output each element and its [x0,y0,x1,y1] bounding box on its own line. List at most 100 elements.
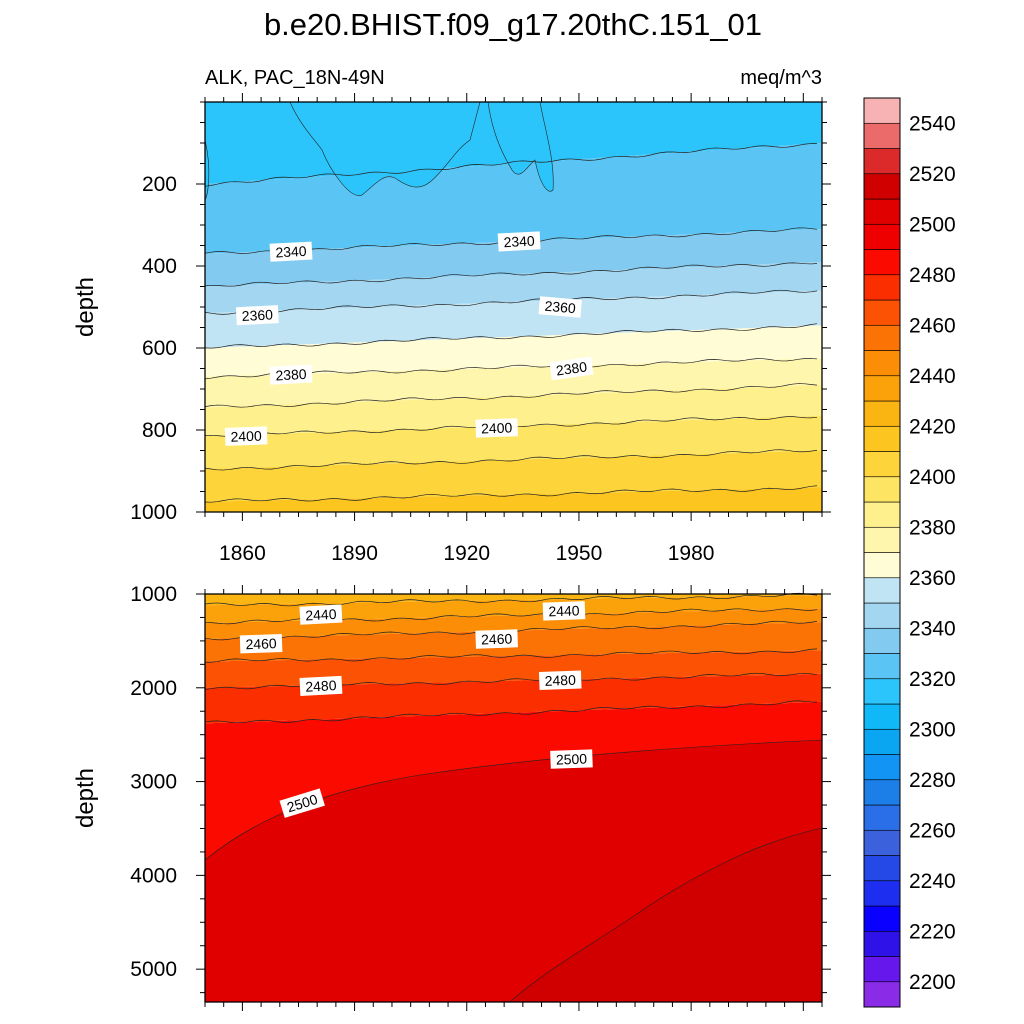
contour-line [204,383,818,408]
contour-line [204,700,818,724]
colorbar-segment [863,602,901,629]
contour-label: 2380 [549,356,594,381]
colorbar-label: 2300 [909,718,956,741]
y-tick-label: 1000 [130,501,177,524]
colorbar-segment [863,653,901,680]
contour-band [205,487,822,512]
contour-label: 2500 [550,749,593,769]
contour-band [205,358,822,408]
x-tick-label: 1890 [331,542,378,565]
contour-label: 2400 [475,418,518,438]
colorbar-segment [863,804,901,831]
contour-label-box [475,418,518,438]
contour-label-text: 2480 [544,672,576,689]
contour-band [205,594,822,606]
colorbar-segment [863,274,901,301]
colorbar-segment [863,350,901,377]
contour-label: 2480 [538,670,582,691]
contour-band [205,608,822,640]
contour-label-box [269,241,313,262]
contour-label-text: 2500 [556,751,588,768]
x-tick-label: 1920 [443,542,490,565]
y-axis-label: depth [72,768,99,828]
colorbar-segment [863,678,901,705]
colorbar-segment [863,577,901,604]
colorbar-segment [863,905,901,932]
contour-band [205,415,822,469]
contour-label-text: 2360 [544,298,577,317]
contour-line [204,648,818,663]
colorbar-segment [863,299,901,326]
colorbar-label: 2200 [909,971,956,994]
x-tick-label: 1860 [219,542,266,565]
colorbar-segment [863,198,901,225]
x-tick-label: 1980 [668,542,715,565]
colorbar-label: 2280 [909,769,956,792]
colorbar-label: 2320 [909,668,956,691]
contour-label: 2380 [269,364,313,385]
contour-band [205,143,822,254]
contour-band [205,650,822,688]
y-tick-label: 200 [142,173,177,196]
colorbar-segment [863,173,901,200]
colorbar-segment [863,425,901,452]
contour-label-box [538,296,582,318]
contour-label-box [538,670,582,691]
contour-label: 2340 [497,231,541,252]
contour-label-box [239,633,283,654]
colorbar-segment [863,324,901,351]
colorbar-segment [863,829,901,856]
y-tick-label: 3000 [130,771,177,794]
contour-line [204,592,818,607]
colorbar-segment [863,501,901,528]
colorbar-segment [863,526,901,553]
x-tick-label: 1950 [556,542,603,565]
colorbar-label: 2440 [909,365,956,388]
colorbar-label: 2380 [909,516,956,539]
plot-frame [204,593,823,1003]
colorbar-segment [863,779,901,806]
y-tick-label: 4000 [130,864,177,887]
colorbar-label: 2400 [909,466,956,489]
contour-label-text: 2460 [245,635,277,652]
contour-label-box [542,601,586,621]
contour-label: 2360 [235,305,279,326]
contour-label-text: 2480 [305,677,337,695]
colorbar-segment [863,249,901,276]
contour-line [204,289,818,315]
colorbar-segment [863,930,901,957]
contour-band [205,290,822,348]
colorbar-segment [863,451,901,478]
contour-label-text: 2340 [275,243,307,261]
colorbar-label: 2500 [909,213,956,236]
contour-line [204,485,818,503]
colorbar-segment [863,400,901,427]
colorbar-segment [863,223,901,250]
colorbar-label: 2220 [909,920,956,943]
contour-label-box [269,364,313,385]
contour-label-box [299,604,343,625]
contour-label-text: 2400 [230,428,262,445]
colorbar-segment [863,122,901,149]
contour-label-text: 2380 [275,366,307,384]
contour-band [205,673,822,724]
subtitle-right: meq/m^3 [740,67,822,89]
contour-line [204,143,818,187]
colorbar-segment [863,476,901,503]
contour-label-box [549,356,594,381]
contour-label: 2440 [299,604,343,625]
colorbar-label: 2260 [909,819,956,842]
contour-label-box [299,675,343,697]
colorbar-label: 2480 [909,264,956,287]
colorbar-segment [863,148,901,175]
contour-label: 2360 [538,296,582,318]
contour-label-text: 2380 [555,358,588,378]
colorbar-segment [863,375,901,402]
subtitle-left: ALK, PAC_18N-49N [205,67,385,89]
contour-blob [205,101,481,196]
colorbar-segment [863,956,901,983]
contour-blob [487,101,554,192]
y-tick-label: 400 [142,255,177,278]
contour-band [205,229,822,287]
